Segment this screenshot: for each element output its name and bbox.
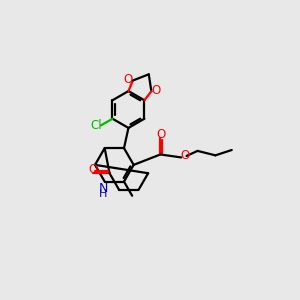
Text: O: O	[152, 84, 161, 97]
Text: O: O	[157, 128, 166, 141]
Text: O: O	[124, 74, 133, 86]
Text: O: O	[88, 163, 98, 176]
Text: N: N	[98, 182, 108, 195]
Text: O: O	[180, 149, 190, 162]
Text: H: H	[99, 189, 107, 200]
Text: Cl: Cl	[91, 119, 102, 132]
